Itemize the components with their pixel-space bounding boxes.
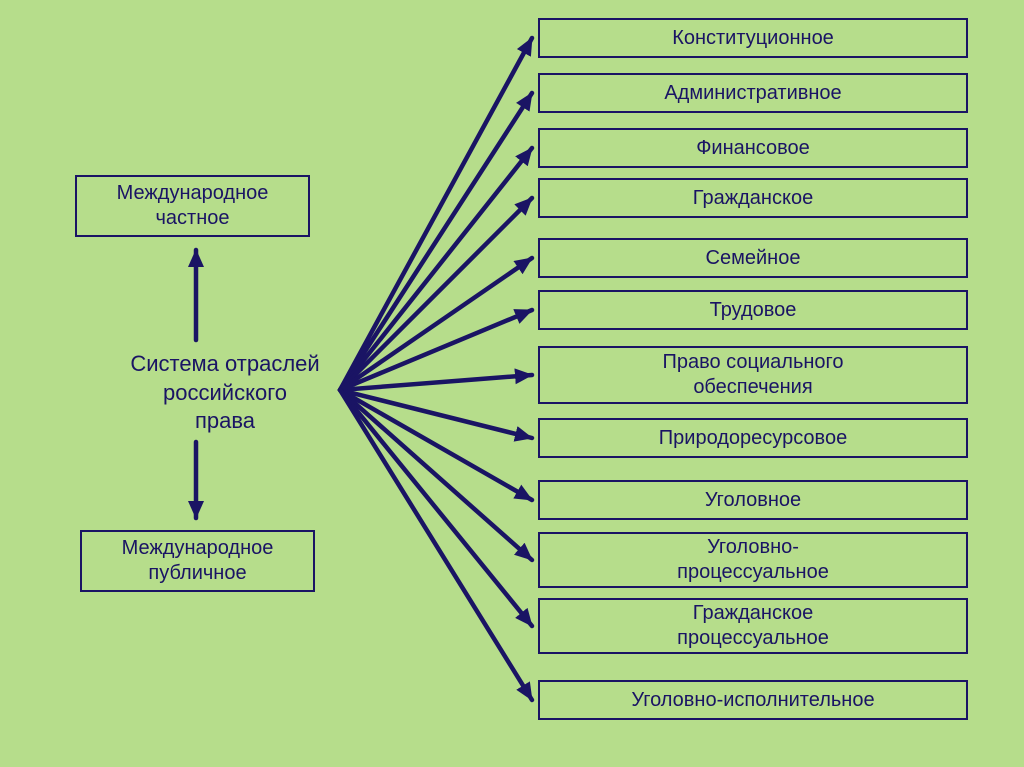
arrow-to-civil-proc (340, 390, 532, 626)
arrow-to-labor (340, 310, 532, 390)
right-box-social-sec: Право социального обеспечения (538, 346, 968, 404)
arrow-to-family (340, 258, 532, 390)
right-box-constitutional: Конституционное (538, 18, 968, 58)
arrow-to-criminal-proc (340, 390, 532, 560)
right-box-criminal: Уголовное (538, 480, 968, 520)
arrow-to-financial (340, 148, 532, 390)
right-box-criminal-exec: Уголовно-исполнительное (538, 680, 968, 720)
right-box-natural-res: Природоресурсовое (538, 418, 968, 458)
right-box-labor: Трудовое (538, 290, 968, 330)
right-box-administrative: Административное (538, 73, 968, 113)
right-box-financial: Финансовое (538, 128, 968, 168)
arrow-to-criminal (340, 390, 532, 500)
arrow-to-criminal-exec (340, 390, 532, 700)
arrow-to-social-sec (340, 375, 532, 390)
left-box-intl-private: Международное частное (75, 175, 310, 237)
right-box-civil: Гражданское (538, 178, 968, 218)
arrow-to-natural-res (340, 390, 532, 438)
center-label: Система отраслей российского права (110, 350, 340, 436)
right-box-criminal-proc: Уголовно- процессуальное (538, 532, 968, 588)
arrow-to-civil (340, 198, 532, 390)
arrow-to-constitutional (340, 38, 532, 390)
right-box-civil-proc: Гражданское процессуальное (538, 598, 968, 654)
arrow-to-administrative (340, 93, 532, 390)
right-box-family: Семейное (538, 238, 968, 278)
left-box-intl-public: Международное публичное (80, 530, 315, 592)
